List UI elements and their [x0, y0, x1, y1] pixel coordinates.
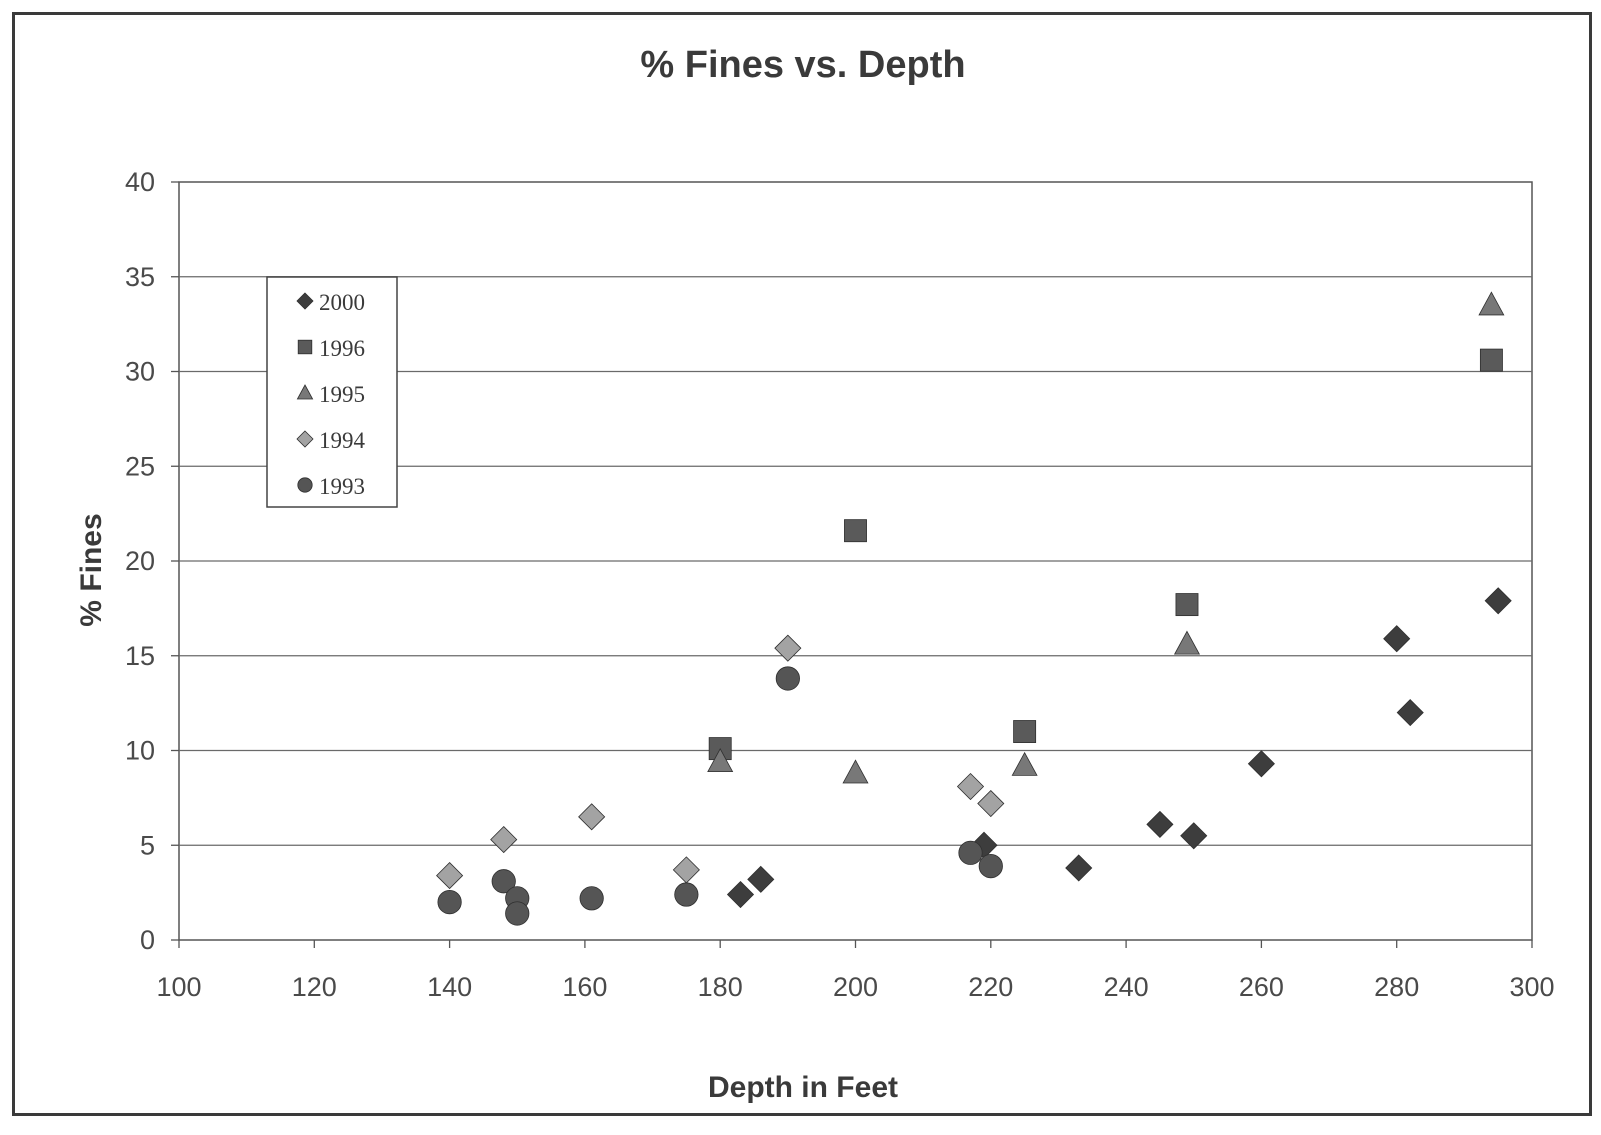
x-tick-label: 120: [292, 972, 337, 1002]
y-tick-label: 30: [125, 357, 155, 387]
x-axis-label: Depth in Feet: [708, 1071, 898, 1104]
legend-label-1994: 1994: [319, 428, 366, 453]
point-2000: [1247, 750, 1275, 778]
tick-labels: 0 5 10 15 20 25 30 35 40 100 120 140 160 180 200 220 240…: [125, 167, 1555, 1002]
point-2000: [1180, 822, 1208, 850]
gridlines: [179, 276, 1532, 846]
y-tick-label: 0: [140, 925, 155, 955]
point-1993: [978, 853, 1003, 879]
x-tick-label: 240: [1104, 972, 1149, 1002]
x-tick-label: 160: [562, 972, 607, 1002]
point-1995: [1173, 630, 1201, 655]
legend-label-1993: 1993: [319, 474, 365, 499]
point-1996: [844, 519, 867, 543]
point-1995: [1011, 751, 1038, 776]
point-1993: [958, 840, 983, 865]
chart-frame: % Fines vs. Depth 0 5 10 15 20 25 30 35 40 100 120…: [12, 12, 1592, 1116]
chart-title: % Fines vs. Depth: [640, 44, 965, 86]
legend: 2000 1996 1995 1994 1993: [266, 276, 398, 508]
y-tick-label: 20: [125, 546, 155, 576]
point-1996: [1479, 348, 1503, 372]
y-tick-label: 10: [125, 736, 155, 766]
legend-box: [266, 276, 398, 508]
point-1995: [707, 748, 734, 773]
y-tick-label: 15: [125, 641, 155, 671]
point-1996: [1013, 720, 1037, 744]
legend-marker-1993: [297, 477, 313, 493]
legend-label-2000: 2000: [319, 290, 365, 315]
axes: [171, 181, 1533, 948]
y-tick-label: 40: [125, 167, 155, 197]
legend-marker-1996: [297, 339, 313, 355]
legend-marker-2000: [296, 292, 314, 310]
point-2000: [1484, 587, 1512, 615]
point-2000: [747, 865, 775, 893]
point-2000: [726, 880, 755, 909]
x-tick-label: 140: [427, 972, 472, 1002]
point-1993: [491, 869, 516, 894]
y-tick-label: 35: [125, 262, 155, 292]
point-1994: [490, 825, 518, 854]
point-1993: [579, 886, 604, 911]
point-1993: [775, 666, 800, 691]
point-2000: [1383, 625, 1411, 653]
point-2000: [1146, 810, 1174, 838]
x-tick-label: 100: [156, 972, 201, 1002]
point-1993: [505, 901, 530, 926]
x-tick-label: 220: [968, 972, 1013, 1002]
point-2000: [1065, 854, 1093, 882]
x-tick-label: 200: [833, 972, 878, 1002]
legend-marker-1995: [296, 384, 314, 400]
point-1994: [578, 803, 606, 831]
x-tick-label: 300: [1509, 972, 1554, 1002]
point-2000: [1396, 699, 1424, 727]
x-tick-label: 280: [1374, 972, 1419, 1002]
point-1993: [674, 882, 699, 907]
x-tick-label: 260: [1239, 972, 1284, 1002]
point-1996: [1175, 593, 1199, 617]
y-axis-label: % Fines: [75, 513, 108, 626]
point-1993: [437, 889, 462, 915]
x-tick-label: 180: [698, 972, 743, 1002]
y-tick-label: 25: [125, 451, 155, 481]
y-tick-label: 5: [140, 830, 155, 860]
point-1994: [956, 772, 985, 801]
legend-marker-1994: [296, 430, 314, 448]
point-1994: [977, 789, 1005, 818]
point-1995: [842, 759, 869, 784]
data-points: [436, 291, 1512, 926]
point-1994: [436, 862, 464, 890]
legend-label-1995: 1995: [319, 382, 365, 407]
point-1994: [774, 634, 802, 662]
scatter-chart: % Fines vs. Depth 0 5 10 15 20 25 30 35 40 100 120…: [75, 44, 1555, 1104]
legend-label-1996: 1996: [319, 336, 365, 361]
point-1995: [1478, 291, 1505, 316]
